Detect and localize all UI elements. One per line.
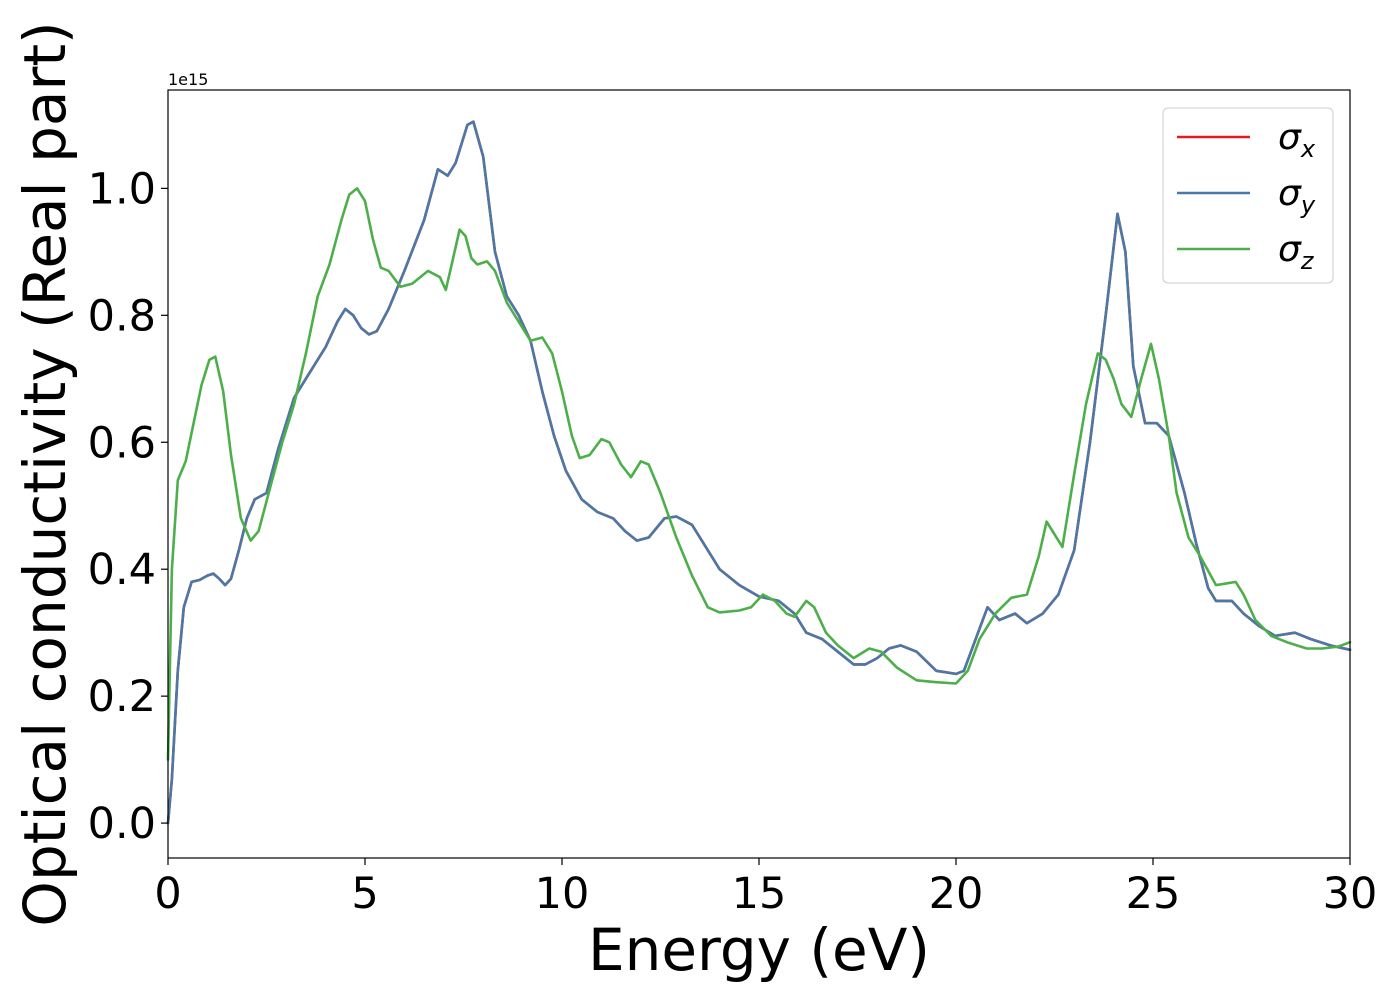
x-tick-label: 5: [351, 869, 378, 919]
y-tick-label: 0.0: [88, 799, 156, 849]
x-tick-label: 20: [929, 869, 984, 919]
y-tick-label: 0.2: [88, 672, 156, 722]
legend: σx σy σz: [1162, 107, 1334, 284]
legend-box: [1162, 107, 1334, 284]
legend-label-y: σy: [1278, 173, 1316, 219]
x-axis-label: Energy (eV): [588, 916, 930, 984]
series-layer: [166, 120, 1352, 825]
y-tick-label: 0.8: [88, 291, 156, 341]
legend-label-z: σz: [1278, 229, 1315, 275]
series-line-z: [166, 187, 1352, 761]
y-tick-label: 0.4: [88, 545, 156, 595]
x-tick-label: 30: [1323, 869, 1378, 919]
y-axis: 0.0 0.2 0.4 0.6 0.8 1.0: [88, 164, 168, 849]
x-tick-label: 15: [732, 869, 787, 919]
y-tick-label: 0.6: [88, 418, 156, 468]
y-offset-text: 1e15: [168, 70, 208, 89]
x-tick-label: 10: [535, 869, 590, 919]
x-tick-label: 0: [154, 869, 181, 919]
y-tick-label: 1.0: [88, 164, 156, 214]
x-axis: 0 5 10 15 20 25 30: [154, 858, 1377, 919]
x-tick-label: 25: [1126, 869, 1181, 919]
legend-label-x: σx: [1278, 117, 1316, 163]
y-axis-label: Optical conductivity (Real part): [11, 21, 79, 926]
